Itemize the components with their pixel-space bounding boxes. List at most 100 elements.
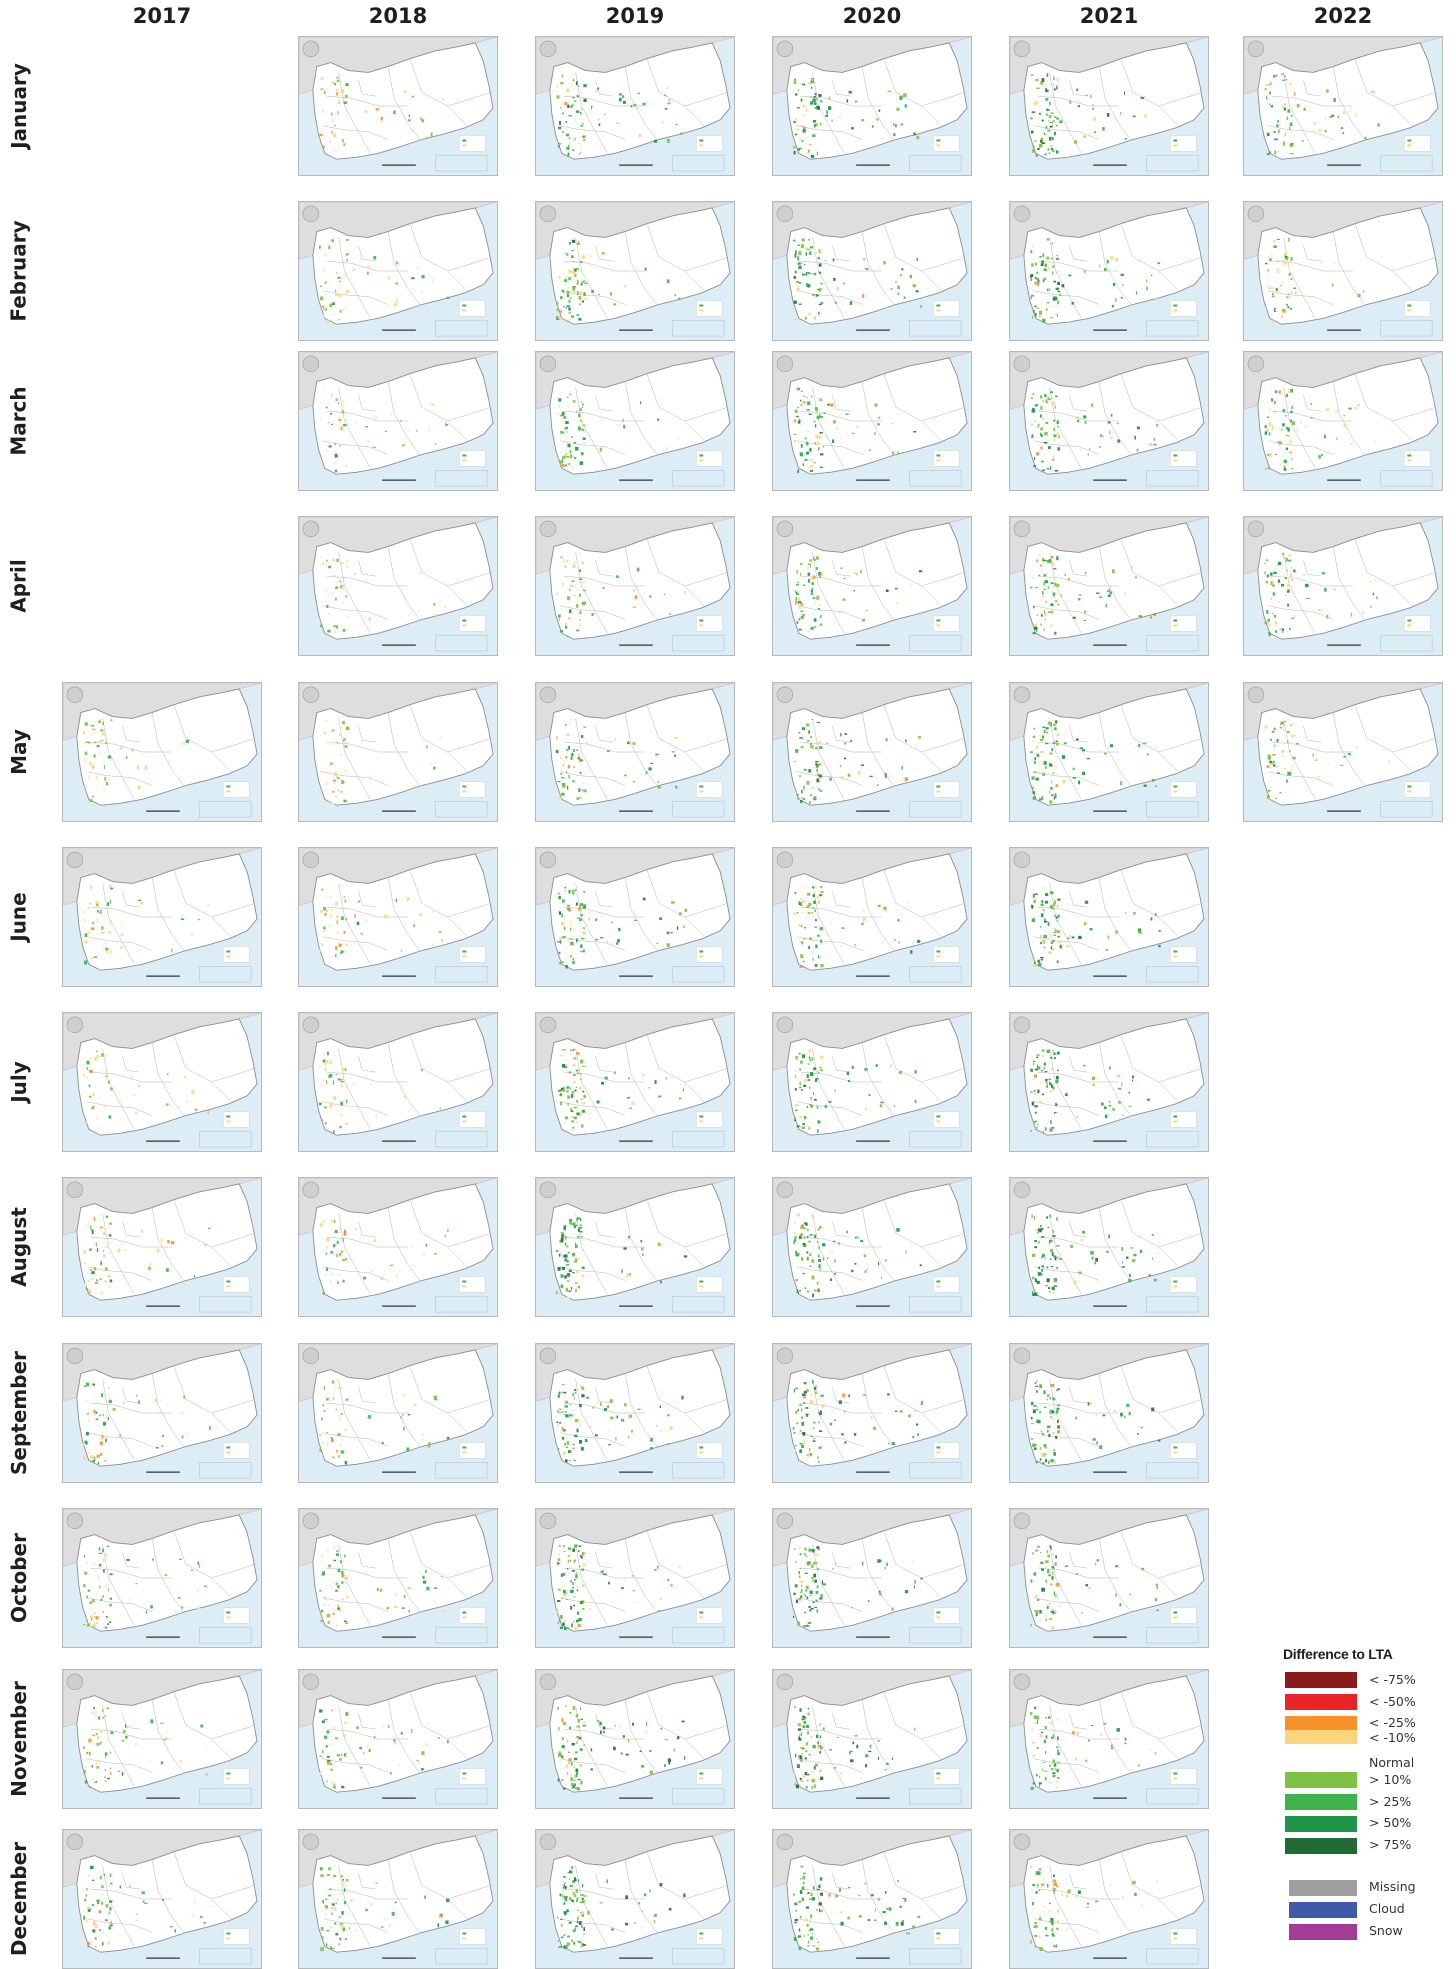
globe-inset-icon — [1013, 851, 1031, 869]
legend-label: Missing — [1369, 1879, 1416, 1894]
inset-legend — [1170, 1276, 1197, 1293]
month-label-december: December — [2, 1829, 36, 1969]
month-label-september: September — [2, 1343, 36, 1483]
month-label-text: July — [7, 1061, 32, 1103]
legend-swatch — [1285, 1772, 1357, 1788]
map-tile-2018-october — [298, 1508, 498, 1648]
vegetation-map — [536, 1178, 734, 1316]
month-label-october: October — [2, 1508, 36, 1648]
map-tile-2020-december — [772, 1829, 972, 1969]
inset-frame — [199, 1296, 252, 1313]
globe-inset-icon — [1013, 1181, 1031, 1199]
inset-legend — [459, 300, 486, 317]
map-tile-2020-february — [772, 201, 972, 341]
map-tile-2017-october — [62, 1508, 262, 1648]
year-header-2018: 2018 — [368, 4, 428, 28]
map-tile-2022-april — [1243, 516, 1443, 656]
inset-frame — [909, 1788, 962, 1805]
vegetation-map — [1010, 1670, 1208, 1808]
globe-inset-icon — [302, 851, 320, 869]
globe-inset-icon — [1013, 1512, 1031, 1530]
inset-legend — [696, 135, 723, 152]
legend-label: < -50% — [1369, 1694, 1416, 1709]
globe-inset-icon — [539, 851, 557, 869]
month-label-august: August — [2, 1177, 36, 1317]
inset-legend — [933, 300, 960, 317]
vegetation-map — [536, 1344, 734, 1482]
inset-legend — [696, 450, 723, 467]
map-tile-2020-july — [772, 1012, 972, 1152]
country-outline — [786, 42, 968, 160]
country-outline — [549, 1514, 731, 1632]
vegetation-map — [1010, 848, 1208, 986]
globe-inset-icon — [539, 1512, 557, 1530]
inset-legend — [696, 1276, 723, 1293]
inset-legend — [933, 946, 960, 963]
globe-inset-icon — [539, 686, 557, 704]
inset-frame — [1380, 470, 1433, 487]
map-tile-2021-august — [1009, 1177, 1209, 1317]
map-tile-2022-january — [1243, 36, 1443, 176]
vegetation-map — [299, 848, 497, 986]
vegetation-map — [299, 1013, 497, 1151]
vegetation-map — [63, 1830, 261, 1968]
year-header-2021: 2021 — [1079, 4, 1139, 28]
map-tile-2017-may — [62, 682, 262, 822]
country-outline — [1023, 42, 1205, 160]
month-label-text: April — [7, 559, 31, 613]
inset-legend — [696, 1768, 723, 1785]
inset-frame — [1380, 635, 1433, 652]
inset-legend — [696, 1928, 723, 1945]
inset-frame — [909, 1462, 962, 1479]
vegetation-map — [1010, 1509, 1208, 1647]
inset-frame — [1146, 801, 1199, 818]
month-label-text: December — [7, 1841, 32, 1957]
vegetation-map — [773, 1344, 971, 1482]
inset-legend — [696, 1607, 723, 1624]
inset-legend — [1170, 1928, 1197, 1945]
inset-legend — [1170, 615, 1197, 632]
inset-legend — [1404, 450, 1431, 467]
inset-legend — [1170, 1111, 1197, 1128]
globe-inset-icon — [776, 205, 794, 223]
inset-frame — [909, 966, 962, 983]
country-outline — [1023, 688, 1205, 806]
country-outline — [312, 1018, 494, 1136]
inset-legend — [1170, 1607, 1197, 1624]
map-tile-2018-august — [298, 1177, 498, 1317]
inset-frame — [199, 801, 252, 818]
inset-frame — [909, 470, 962, 487]
map-tile-2022-may — [1243, 682, 1443, 822]
globe-inset-icon — [539, 520, 557, 538]
globe-inset-icon — [1247, 205, 1265, 223]
inset-frame — [909, 1131, 962, 1148]
inset-legend — [459, 615, 486, 632]
month-label-march: March — [2, 351, 36, 491]
vegetation-map — [536, 352, 734, 490]
country-outline — [549, 1675, 731, 1793]
country-outline — [549, 42, 731, 160]
globe-inset-icon — [1013, 1016, 1031, 1034]
inset-legend — [459, 1276, 486, 1293]
inset-frame — [435, 1948, 488, 1965]
globe-inset-icon — [66, 1673, 84, 1691]
map-tile-2018-april — [298, 516, 498, 656]
country-outline — [786, 1183, 968, 1301]
vegetation-map — [1010, 683, 1208, 821]
country-outline — [1023, 1675, 1205, 1793]
vegetation-map — [773, 848, 971, 986]
vegetation-map — [773, 1670, 971, 1808]
globe-inset-icon — [1013, 520, 1031, 538]
globe-inset-icon — [302, 355, 320, 373]
map-tile-2019-october — [535, 1508, 735, 1648]
vegetation-map — [1244, 683, 1442, 821]
vegetation-map — [1244, 517, 1442, 655]
inset-legend — [933, 1607, 960, 1624]
globe-inset-icon — [776, 851, 794, 869]
vegetation-map — [536, 1670, 734, 1808]
country-outline — [76, 688, 258, 806]
globe-inset-icon — [539, 1016, 557, 1034]
month-label-text: March — [7, 386, 32, 456]
inset-legend — [459, 781, 486, 798]
map-tile-2021-november — [1009, 1669, 1209, 1809]
